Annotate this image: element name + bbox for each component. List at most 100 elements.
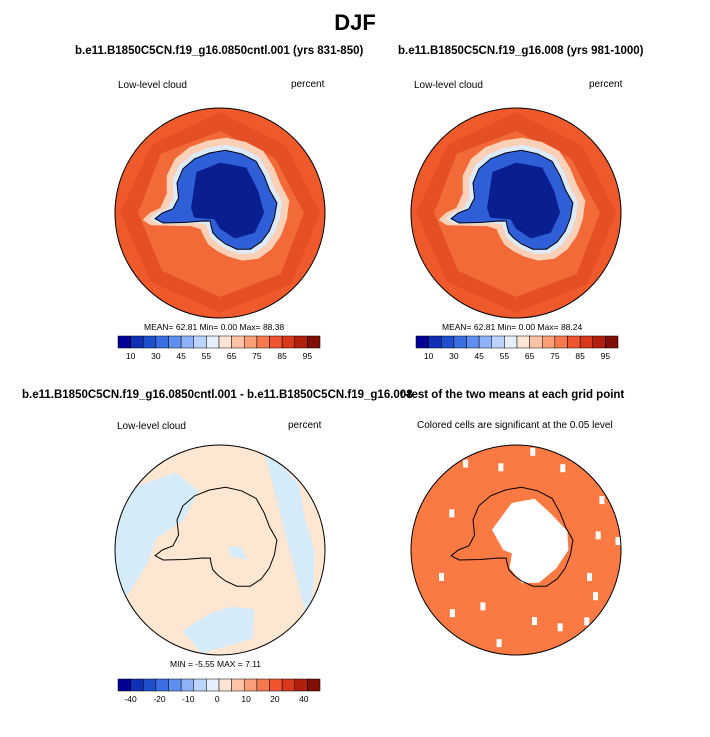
colorbar-tick-label: -20	[153, 694, 166, 704]
colorbar-tick-label: 65	[227, 351, 237, 361]
colorbar-box	[256, 678, 270, 692]
panel-title-experiment: b.e11.B1850C5CN.f19_g16.008 (yrs 981-100…	[398, 45, 644, 57]
map-border	[114, 107, 326, 319]
colorbar-tick-label: 30	[449, 351, 459, 361]
colorbar-box	[168, 678, 182, 692]
colorbar-box	[428, 335, 442, 349]
colorbar-box	[269, 678, 283, 692]
colorbar-box	[516, 335, 530, 349]
continent-outline	[450, 486, 574, 587]
non-significant-cell	[530, 447, 536, 456]
max-value: 88.24	[560, 322, 583, 332]
colorbar-box	[529, 335, 543, 349]
continent-outline	[450, 149, 574, 250]
colorbar-box	[117, 335, 131, 349]
non-significant-cell	[599, 496, 605, 505]
colorbar-tick-label: 95	[601, 351, 611, 361]
colorbar-box	[281, 335, 296, 349]
non-significant-cell	[587, 572, 592, 581]
non-significant-cell	[595, 531, 601, 540]
continent-low-cloud-core	[191, 162, 265, 239]
ttest-subtitle: Colored cells are significant at the 0.0…	[417, 420, 613, 431]
colorbar-tick-label: 45	[176, 351, 186, 361]
continent-outline	[154, 149, 278, 250]
colorbar-tick-label: 85	[277, 351, 287, 361]
colorbar-experiment: 10 30 45 55 65 75 85 95	[415, 335, 619, 361]
colorbar-box	[466, 335, 480, 349]
stats-difference: MIN = -5.55 MAX = 7.11	[170, 659, 262, 669]
colorbar-box	[193, 335, 207, 349]
colorbar-tick-label: 0	[215, 694, 220, 704]
non-significant-cell	[449, 609, 455, 618]
max-label: Max=	[239, 322, 261, 332]
non-significant-cell	[557, 623, 563, 632]
panel-title-control: b.e11.B1850C5CN.f19_g16.0850cntl.001 (yr…	[75, 45, 364, 57]
non-significant-cell	[498, 463, 504, 472]
colorbar-box	[168, 335, 182, 349]
non-significant-cell	[532, 617, 537, 625]
colorbar-box	[231, 678, 245, 692]
panel-title-ttest: t-test of the two means at each grid poi…	[400, 389, 625, 401]
colorbar-box	[592, 335, 606, 349]
negative-difference-west	[115, 472, 199, 608]
non-significant-cell	[584, 617, 590, 626]
panel-title-difference: b.e11.B1850C5CN.f19_g16.0850cntl.001 - b…	[22, 389, 413, 401]
map-border	[410, 107, 622, 319]
min-value: 0.00	[220, 322, 238, 332]
min-value: 0.00	[518, 322, 536, 332]
map-border	[410, 444, 622, 656]
colorbar-tick-label: 10	[241, 694, 251, 704]
stats-control: MEAN= 62.81 Min= 0.00 Max= 88.38	[144, 322, 284, 332]
variable-label-control: Low-level cloud	[118, 80, 187, 91]
negative-difference-interior	[227, 546, 248, 561]
colorbar-box	[256, 335, 270, 349]
colorbar-box	[478, 335, 493, 349]
continent-outline	[154, 486, 278, 587]
colorbar-box	[269, 335, 283, 349]
continent-low-cloud-core	[487, 162, 561, 239]
colorbar-box	[143, 335, 157, 349]
map-difference	[114, 444, 326, 656]
colorbar-box	[218, 335, 232, 349]
stats-experiment: MEAN= 62.81 Min= 0.00 Max= 88.24	[442, 322, 582, 332]
colorbar-tick-label: 20	[270, 694, 280, 704]
colorbar-tick-label: 65	[525, 351, 535, 361]
colorbar-box	[143, 678, 157, 692]
units-label-difference: percent	[288, 420, 322, 431]
variable-label-experiment: Low-level cloud	[414, 80, 483, 91]
colorbar-box	[441, 335, 455, 349]
units-label-experiment: percent	[589, 79, 623, 90]
colorbar-box	[206, 335, 220, 349]
units-label-control: percent	[291, 79, 325, 90]
non-significant-cell	[449, 509, 455, 518]
colorbar-box	[180, 678, 195, 692]
mean-value: 62.81	[175, 322, 198, 332]
colorbar-difference: -40 -20 -10 0 10 20 40	[117, 678, 321, 704]
colorbar-box	[294, 335, 308, 349]
colorbar-box	[415, 335, 429, 349]
colorbar-control: 10 30 45 55 65 75 85 95	[117, 335, 321, 361]
colorbar-box	[542, 335, 556, 349]
negative-difference-east	[259, 445, 315, 625]
colorbar-box	[605, 335, 619, 349]
colorbar-box	[218, 678, 232, 692]
colorbar-tick-label: 10	[126, 351, 136, 361]
colorbar-box	[567, 335, 581, 349]
colorbar-tick-label: 55	[202, 351, 212, 361]
map-ttest	[410, 444, 622, 656]
non-significant-cell	[439, 572, 444, 581]
non-significant-cell	[496, 639, 502, 648]
non-significant-cell	[615, 537, 621, 545]
colorbar-tick-label: 75	[550, 351, 560, 361]
colorbar-tick-label: 85	[575, 351, 585, 361]
colorbar-box	[244, 335, 258, 349]
map-border	[114, 444, 326, 656]
non-significant-cell	[560, 464, 566, 473]
colorbar-box	[281, 678, 296, 692]
non-significant-region	[491, 498, 569, 584]
colorbar-box	[294, 678, 308, 692]
colorbar-box	[155, 678, 169, 692]
map-control	[114, 107, 326, 319]
colorbar-tick-label: 30	[151, 351, 161, 361]
colorbar-box	[307, 335, 321, 349]
